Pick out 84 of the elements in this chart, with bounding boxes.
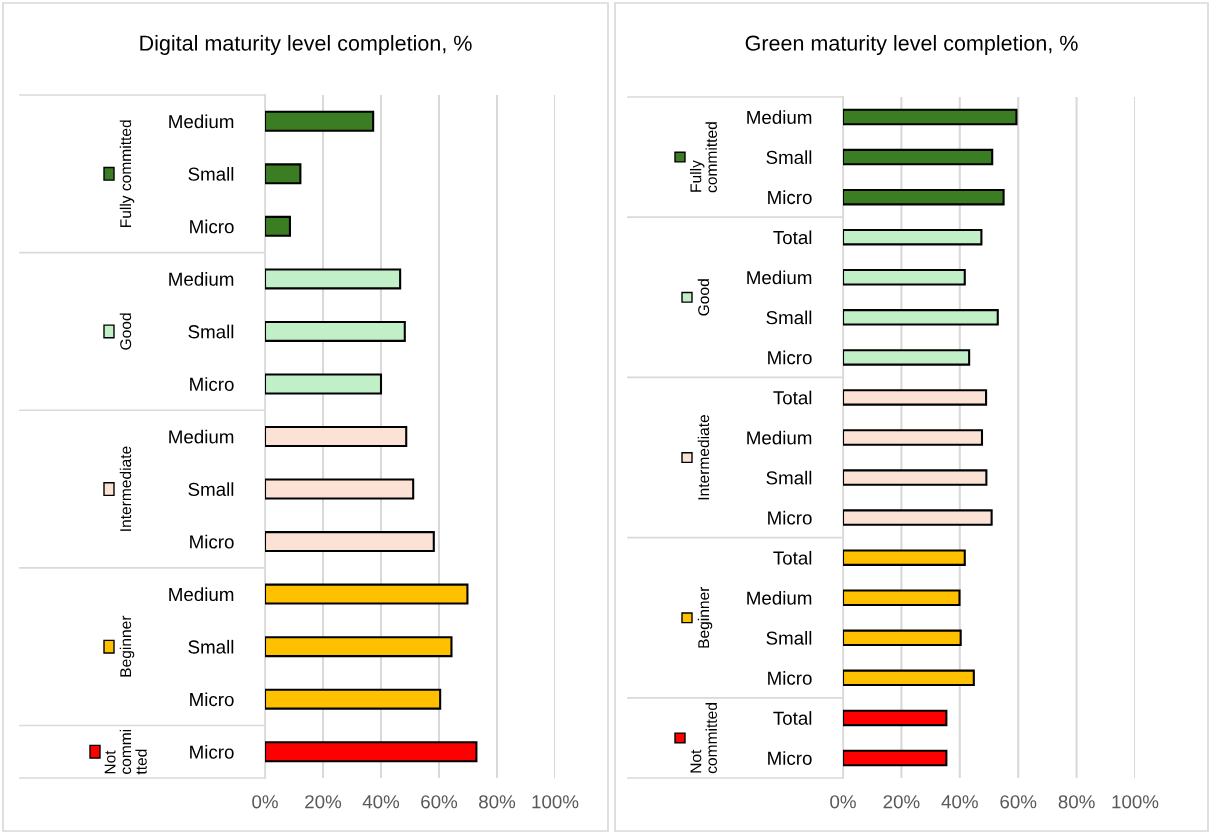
legend-label: Fully committed: [119, 120, 135, 227]
bar: [843, 429, 984, 446]
y-tick-label: Micro: [190, 692, 234, 707]
bar: [265, 320, 406, 342]
bar: [843, 749, 948, 767]
legend-label: Not committed: [104, 729, 147, 775]
bar: [843, 589, 961, 606]
bar: [265, 531, 435, 553]
bar: [843, 669, 975, 687]
chart-title: Digital maturity level completion, %: [140, 34, 472, 56]
x-tick-label: 0%: [252, 795, 278, 809]
bar: [265, 583, 469, 605]
x-tick-label: 40%: [941, 795, 978, 809]
legend-label: Beginner: [119, 615, 135, 677]
bar: [843, 188, 1005, 206]
legend-label: Beginner: [697, 586, 713, 648]
bar: [843, 228, 983, 246]
bar: [843, 269, 966, 286]
y-tick-label: Medium: [747, 430, 812, 445]
legend-label: Not committed: [690, 703, 717, 774]
x-tick-label: 100%: [532, 795, 579, 809]
y-tick-label: Micro: [768, 751, 812, 765]
bar: [265, 741, 478, 763]
bar: [843, 549, 966, 566]
y-tick-label: Medium: [169, 587, 234, 602]
x-tick-label: 80%: [1058, 795, 1095, 809]
bar: [843, 108, 1018, 126]
bar: [265, 636, 453, 658]
bar: [265, 373, 383, 395]
y-tick-label: Micro: [190, 744, 234, 759]
bar: [843, 309, 999, 326]
y-tick-label: Small: [188, 482, 234, 497]
bar: [843, 349, 971, 366]
legend-label: Good: [697, 279, 710, 316]
y-tick-label: Total: [773, 550, 812, 565]
y-tick-label: Small: [766, 310, 812, 325]
x-tick-label: 20%: [305, 795, 342, 809]
bar: [843, 389, 988, 406]
x-tick-label: 60%: [421, 795, 458, 809]
y-tick-label: Medium: [747, 270, 812, 285]
bar: [265, 426, 408, 447]
legend-label: Fully committed: [689, 122, 717, 193]
x-tick-label: 60%: [1000, 795, 1037, 809]
x-tick-label: 100%: [1112, 795, 1159, 809]
bar: [843, 509, 993, 526]
bar: [843, 469, 988, 486]
y-tick-label: Medium: [747, 110, 812, 125]
bar: [265, 268, 402, 290]
bar: [843, 148, 994, 166]
x-tick-label: 20%: [883, 795, 920, 809]
y-tick-label: Medium: [169, 429, 234, 444]
y-tick-label: Total: [773, 390, 812, 405]
y-tick-label: Micro: [768, 350, 812, 365]
bar: [843, 709, 948, 727]
y-tick-label: Small: [766, 631, 812, 645]
y-tick-label: Medium: [169, 272, 234, 286]
y-tick-label: Small: [188, 324, 234, 339]
y-tick-label: Total: [773, 230, 812, 245]
y-tick-label: Medium: [747, 590, 812, 605]
x-tick-label: 80%: [479, 795, 516, 809]
y-tick-label: Small: [766, 470, 812, 485]
y-tick-label: Micro: [768, 190, 812, 205]
bar: [265, 688, 442, 710]
y-tick-label: Small: [188, 167, 234, 181]
x-tick-label: 40%: [362, 795, 400, 809]
bar: [265, 163, 302, 185]
bar: [843, 629, 962, 647]
y-tick-label: Micro: [768, 510, 812, 525]
y-tick-label: Medium: [169, 114, 234, 129]
x-tick-label: 0%: [830, 795, 856, 809]
y-tick-label: Micro: [190, 534, 234, 549]
chart-title: Green maturity level completion, %: [745, 34, 1078, 56]
bar: [265, 110, 375, 132]
y-tick-label: Micro: [190, 219, 234, 234]
y-tick-label: Total: [773, 711, 812, 725]
y-tick-label: Small: [766, 150, 812, 165]
y-tick-label: Micro: [190, 377, 234, 391]
y-tick-label: Micro: [768, 671, 812, 685]
bar: [265, 478, 415, 500]
bar: [265, 215, 291, 237]
y-tick-label: Small: [188, 639, 234, 654]
legend-label: Good: [119, 313, 132, 350]
legend-label: Intermediate: [697, 414, 710, 500]
legend-label: Intermediate: [119, 446, 132, 531]
